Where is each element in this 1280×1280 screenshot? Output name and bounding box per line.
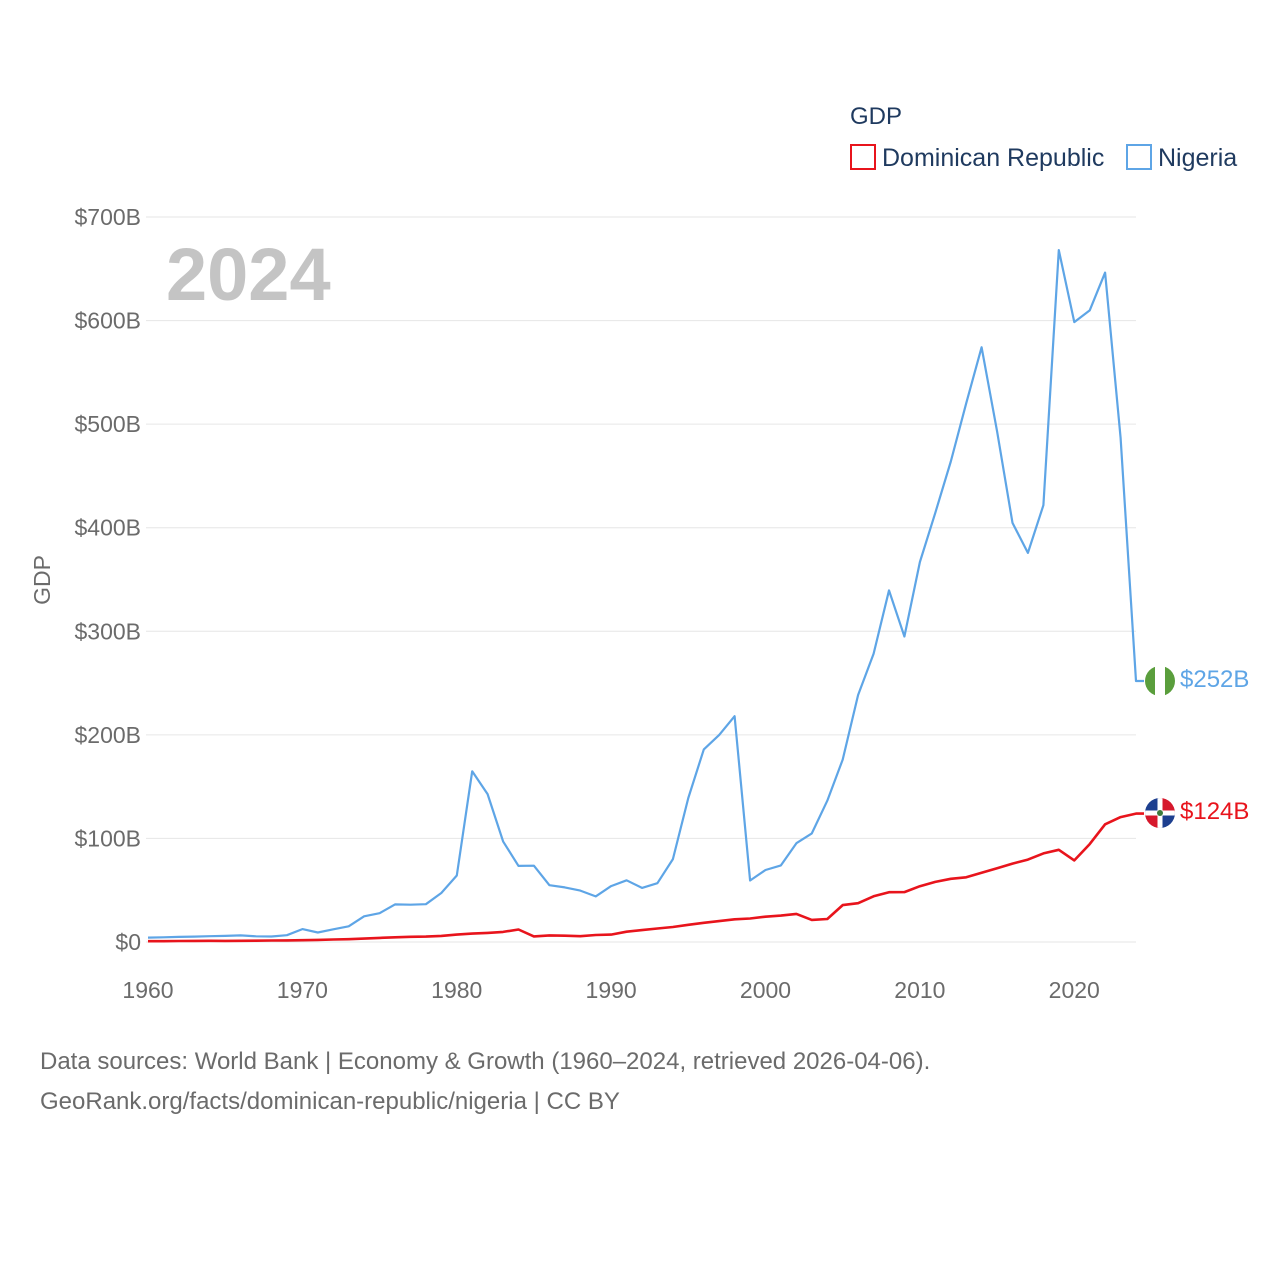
year-watermark: 2024 [166, 233, 331, 316]
x-tick-label: 1960 [122, 977, 173, 1003]
series-line-nigeria [147, 249, 1144, 939]
end-value-label-nigeria: $252B [1180, 666, 1249, 693]
nigeria-flag-icon [1145, 666, 1175, 696]
y-axis-ticks: $0 $100B $200B $300B $400B $500B $600B $700B [74, 204, 141, 955]
x-axis-ticks: 1960 1970 1980 1990 2000 2010 2020 [122, 977, 1099, 1003]
y-tick-label: $600B [74, 308, 141, 334]
dominican-republic-flag-icon [1145, 798, 1175, 828]
legend-item-nigeria[interactable]: Nigeria [1126, 144, 1237, 172]
x-tick-label: 1990 [586, 977, 637, 1003]
legend-label-nigeria: Nigeria [1158, 144, 1237, 172]
legend-swatch-nigeria [1126, 144, 1152, 170]
gridlines [146, 216, 1136, 943]
x-tick-label: 1980 [431, 977, 482, 1003]
legend: GDP Dominican Republic Nigeria [850, 103, 1237, 172]
x-tick-label: 2000 [740, 977, 791, 1003]
series-line-dominican-republic [148, 812, 1144, 943]
legend-item-dominican-republic[interactable]: Dominican Republic [850, 144, 1104, 172]
series-lines [147, 249, 1144, 943]
y-axis-title: GDP [29, 555, 55, 605]
legend-label-dominican-republic: Dominican Republic [882, 144, 1104, 172]
x-tick-label: 1970 [277, 977, 328, 1003]
y-tick-label: $0 [115, 929, 141, 955]
x-tick-label: 2020 [1049, 977, 1100, 1003]
y-tick-label: $400B [74, 515, 141, 541]
y-tick-label: $700B [74, 204, 141, 230]
footer-data-sources: Data sources: World Bank | Economy & Gro… [40, 1048, 931, 1075]
x-tick-label: 2010 [894, 977, 945, 1003]
legend-title: GDP [850, 103, 902, 130]
y-tick-label: $300B [74, 618, 141, 644]
footer-attribution: GeoRank.org/facts/dominican-republic/nig… [40, 1088, 620, 1115]
end-value-label-dominican-republic: $124B [1180, 798, 1249, 825]
legend-swatch-dominican-republic [850, 144, 876, 170]
y-tick-label: $500B [74, 411, 141, 437]
y-tick-label: $200B [74, 722, 141, 748]
source-footer: Data sources: World Bank | Economy & Gro… [40, 1042, 1240, 1122]
y-tick-label: $100B [74, 825, 141, 851]
